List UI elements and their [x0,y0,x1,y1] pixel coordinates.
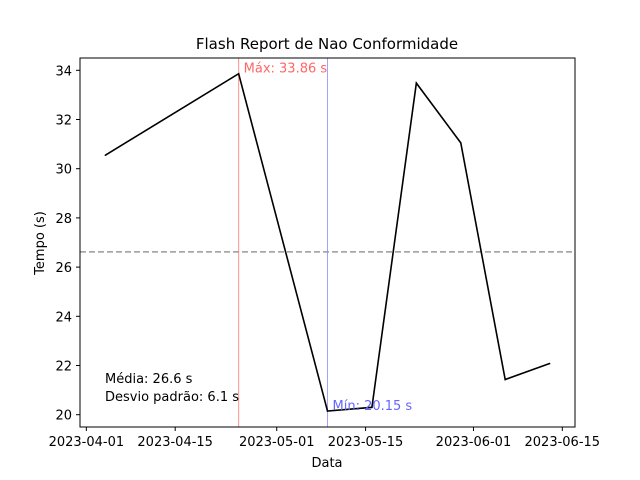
x-axis-label: Data [311,456,342,471]
std-stat-text: Desvio padrão: 6.1 s [105,390,239,405]
y-tick-label: 26 [55,261,72,276]
x-tick-label: 2023-05-01 [239,435,315,450]
y-tick-label: 22 [55,360,72,375]
data-point [548,362,551,365]
plot-area: Máx: 33.86 s Mín: 20.15 s 2023-04-01 2023-0… [49,57,601,450]
y-tick-label: 30 [55,163,72,178]
y-axis-label: Tempo (s) [33,211,48,276]
data-point [371,406,373,409]
y-tick-label: 28 [55,212,72,227]
series-line-0 [104,72,550,412]
y-tick-label: 32 [55,114,72,129]
x-tick-label: 2023-05-15 [328,435,404,450]
data-point [104,154,107,156]
data-point [326,410,329,412]
min-annotation: Mín: 20.15 s [333,399,413,414]
y-tick-label: 34 [55,64,72,79]
y-tick-label: 24 [55,310,72,325]
max-annotation: Máx: 33.86 s [244,62,328,77]
x-tick-label: 2023-06-15 [525,435,601,450]
data-point [459,142,462,144]
data-point [237,72,240,75]
data-point [504,378,506,381]
y-tick-label: 20 [55,409,72,424]
data-point [415,82,418,84]
mean-stat-text: Média: 26.6 s [105,372,193,387]
x-tick-label: 2023-04-01 [49,435,125,450]
x-tick-label: 2023-04-15 [137,435,213,450]
axes-frame [79,57,576,428]
x-tick-label: 2023-06-01 [436,435,512,450]
chart-title: Flash Report de Nao Conformidade [196,35,458,53]
